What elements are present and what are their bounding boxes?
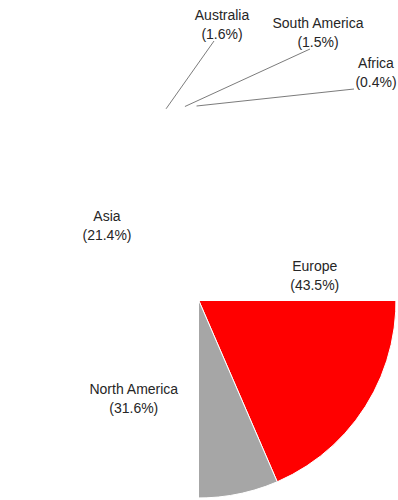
leader-line xyxy=(185,49,310,107)
data-labels: Europe (43.5%) North America (31.6%) Asia (21… xyxy=(82,7,396,416)
value-label: (1.5%) xyxy=(297,34,338,50)
category-label: North America xyxy=(89,381,178,397)
slice xyxy=(199,301,277,498)
leader-line xyxy=(197,89,354,106)
value-label: (31.6%) xyxy=(109,400,158,416)
value-label: (1.6%) xyxy=(201,26,242,42)
category-label: Europe xyxy=(292,258,337,274)
value-label: (43.5%) xyxy=(290,277,339,293)
category-label: Asia xyxy=(93,208,120,224)
category-label: South America xyxy=(272,15,363,31)
value-label: (21.4%) xyxy=(82,227,131,243)
leader-line xyxy=(166,41,214,109)
category-label: Africa xyxy=(358,55,394,71)
pie xyxy=(199,301,396,498)
value-label: (0.4%) xyxy=(355,74,396,90)
category-label: Australia xyxy=(195,7,250,23)
chart: Europe (43.5%) North America (31.6%) Asia (21… xyxy=(0,0,398,500)
